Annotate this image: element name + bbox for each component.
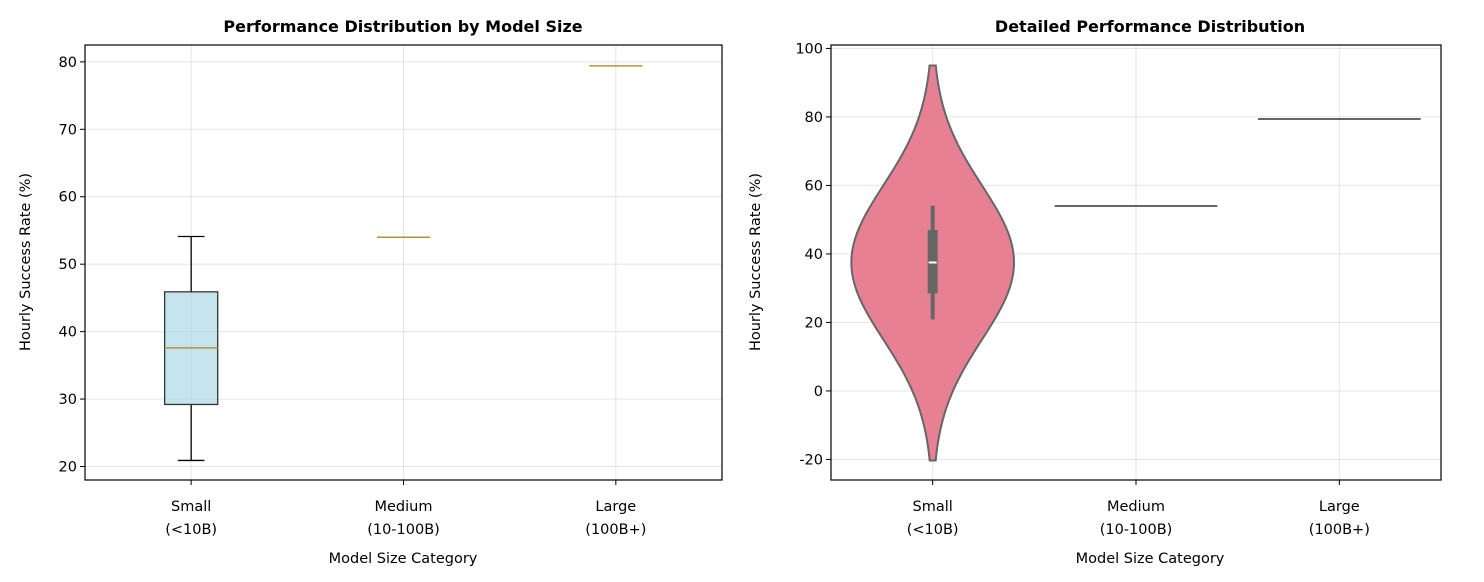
box-plot-x-ticks: Small (<10B) Medium (10-100B) Large (100B+) (165, 480, 646, 538)
box-plot-title: Performance Distribution by Model Size (223, 17, 582, 36)
y-tick-label: 50 (59, 257, 77, 273)
violin-plot-title: Detailed Performance Distribution (995, 17, 1305, 36)
x-tick-label: Large (595, 499, 636, 515)
violin-plot-y-label: Hourly Success Rate (%) (748, 173, 764, 351)
box-plot-x-label: Model Size Category (329, 551, 478, 567)
violin-plot-x-ticks: Small (<10B) Medium (10-100B) Large (100B+) (907, 480, 1370, 538)
y-tick-label: 0 (814, 384, 823, 400)
y-tick-label: 60 (805, 178, 823, 194)
x-tick-label: (10-100B) (1100, 522, 1173, 538)
x-tick-label: Medium (375, 499, 433, 515)
y-tick-label: 40 (59, 325, 77, 341)
x-tick-label: (100B+) (1309, 522, 1370, 538)
y-tick-label: 20 (805, 315, 823, 331)
violin-plot-y-ticks: -20 0 20 40 60 80 100 (795, 41, 831, 468)
y-tick-label: -20 (799, 452, 823, 468)
box-plot-y-label: Hourly Success Rate (%) (18, 173, 34, 351)
box-plot-marks (163, 65, 643, 462)
y-tick-label: 20 (59, 460, 77, 476)
y-tick-label: 30 (59, 392, 77, 408)
box-plot-y-ticks: 20 30 40 50 60 70 80 (59, 55, 85, 476)
violin-plot-marks (850, 64, 1421, 462)
x-tick-label: (<10B) (907, 522, 959, 538)
x-tick-label: (<10B) (165, 522, 217, 538)
y-tick-label: 100 (795, 41, 823, 57)
x-tick-label: Small (913, 499, 953, 515)
violin-plot-panel: Detailed Performance Distribution -20 0 20… (748, 17, 1442, 567)
box-plot-grid (85, 45, 722, 480)
y-tick-label: 60 (59, 190, 77, 206)
x-tick-label: Large (1319, 499, 1360, 515)
y-tick-label: 80 (59, 55, 77, 71)
y-tick-label: 70 (59, 122, 77, 138)
y-tick-label: 80 (805, 110, 823, 126)
x-tick-label: Small (171, 499, 211, 515)
y-tick-label: 40 (805, 247, 823, 263)
violin-plot-x-label: Model Size Category (1076, 551, 1225, 567)
x-tick-label: Medium (1107, 499, 1165, 515)
box-plot-panel: Performance Distribution by Model Size 2… (18, 17, 723, 567)
x-tick-label: (10-100B) (367, 522, 440, 538)
x-tick-label: (100B+) (585, 522, 646, 538)
